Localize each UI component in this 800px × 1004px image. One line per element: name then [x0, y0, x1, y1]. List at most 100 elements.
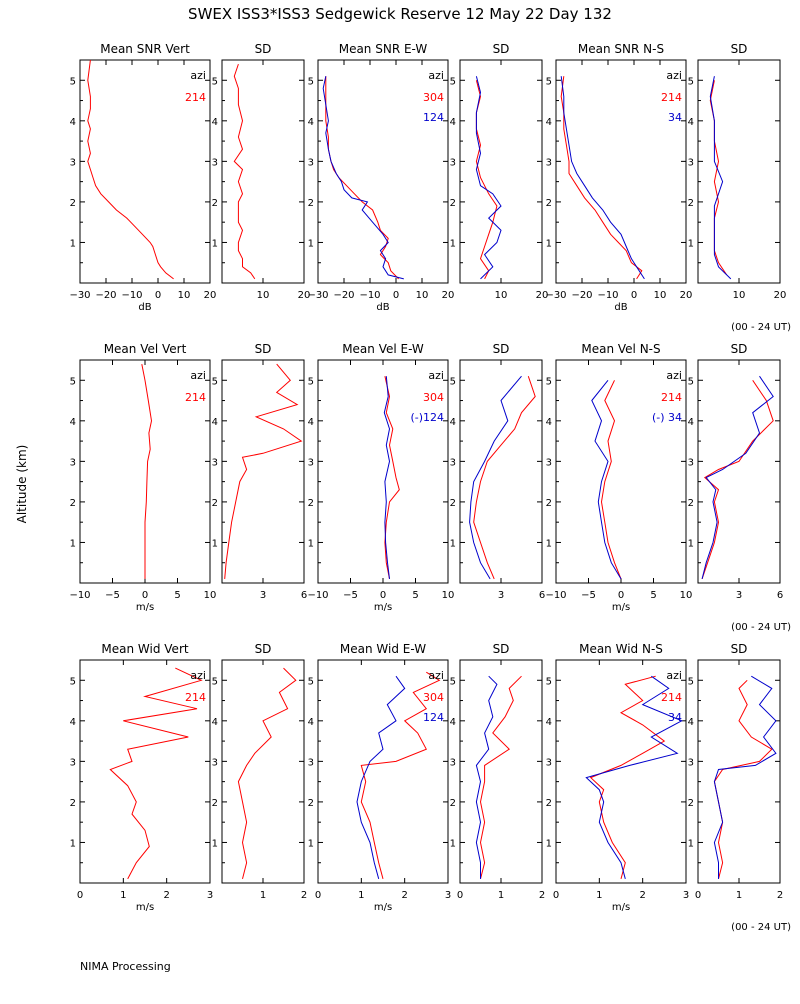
plot-frame	[459, 359, 543, 584]
y-tick-label: 1	[688, 838, 694, 849]
y-tick-label: 5	[70, 376, 76, 387]
plot-frame	[79, 59, 211, 284]
y-tick-label: 4	[70, 717, 76, 728]
legend-entry: 304	[423, 391, 444, 404]
y-tick-label: 2	[450, 498, 456, 509]
y-tick-label: 1	[212, 538, 218, 549]
y-tick-label: 4	[546, 117, 552, 128]
y-tick-label: 1	[212, 238, 218, 249]
x-tick-label: 2	[401, 890, 407, 901]
series-line-34	[560, 76, 645, 280]
series-line-214	[713, 679, 773, 880]
y-tick-label: 4	[450, 117, 456, 128]
panel-title: SD	[493, 342, 510, 356]
y-tick-label: 4	[308, 717, 314, 728]
y-tick-label: 1	[308, 838, 314, 849]
panel-wid-ew-sd: SD 1 2 3 4 5 0 1 2	[450, 642, 546, 901]
x-tick-label: 3	[736, 590, 742, 601]
panel-wid-ns-sd: SD 1 2 3 4 5 0 1 2	[688, 642, 784, 901]
panel-snr-ns-sd: SD 1 2 3 4 5 10 20	[688, 42, 787, 301]
panel-title: Mean Vel N-S	[581, 342, 660, 356]
y-tick-label: 3	[212, 757, 218, 768]
panel-title: Mean Vel E-W	[342, 342, 424, 356]
y-tick-label: 4	[450, 417, 456, 428]
x-tick-label: 10	[733, 290, 746, 301]
y-tick-label: 3	[450, 157, 456, 168]
panel-title: Mean SNR N-S	[578, 42, 664, 56]
y-tick-label: 4	[450, 717, 456, 728]
y-tick-label: 4	[308, 117, 314, 128]
series-line-304	[360, 671, 441, 880]
legend-entry: 214	[185, 691, 206, 704]
y-tick-label: 1	[212, 838, 218, 849]
y-tick-label: 5	[70, 76, 76, 87]
series-line-214	[141, 364, 153, 579]
y-tick-label: 4	[688, 417, 694, 428]
y-tick-label: 4	[70, 417, 76, 428]
y-tick-label: 1	[546, 838, 552, 849]
x-tick-label: −5	[105, 590, 120, 601]
y-tick-label: 5	[450, 376, 456, 387]
x-tick-label: 0	[142, 590, 148, 601]
x-tick-label: 0	[393, 290, 399, 301]
y-tick-label: 2	[212, 798, 218, 809]
y-tick-label: 5	[308, 376, 314, 387]
legend-title: azi	[428, 69, 444, 82]
x-tick-label: 6	[539, 590, 545, 601]
y-tick-label: 1	[70, 838, 76, 849]
panel-title: Mean Wid Vert	[101, 642, 188, 656]
panel-vel-ew: Mean Vel E-W 1 2 3 4 5 −10 −5 0 5 10 m/s azi 304 (-)12…	[307, 342, 454, 613]
y-tick-label: 3	[212, 457, 218, 468]
y-tick-label: 5	[70, 676, 76, 687]
panel-snr-ew: Mean SNR E-W 1 2 3 4 5 −30 −20 −10 0 10 20 dB azi 304 1…	[307, 42, 454, 313]
panel-title: SD	[493, 42, 510, 56]
ut-note-row-2: (00 - 24 UT)	[731, 622, 791, 633]
series-line-304	[479, 675, 522, 880]
x-tick-label: −10	[359, 290, 380, 301]
x-tick-label: 10	[416, 290, 429, 301]
y-tick-label: 1	[688, 538, 694, 549]
ut-note-row-3: (00 - 24 UT)	[731, 922, 791, 933]
x-tick-label: 1	[260, 890, 266, 901]
y-tick-label: 5	[308, 676, 314, 687]
legend-entry: 214	[185, 91, 206, 104]
series-line-124	[469, 375, 522, 580]
y-tick-label: 2	[546, 198, 552, 209]
y-tick-label: 1	[546, 538, 552, 549]
panel-snr-ew-sd: SD 1 2 3 4 5 10 20	[450, 42, 549, 301]
x-tick-label: 10	[178, 290, 191, 301]
x-tick-label: 5	[412, 590, 418, 601]
legend-entry: 214	[185, 391, 206, 404]
y-tick-label: 1	[546, 238, 552, 249]
y-tick-label: 5	[546, 76, 552, 87]
x-tick-label: −30	[69, 290, 90, 301]
y-tick-label: 2	[308, 198, 314, 209]
panel-title: SD	[255, 342, 272, 356]
x-tick-label: 20	[680, 290, 693, 301]
x-tick-label: 6	[777, 590, 783, 601]
x-tick-label: 10	[204, 590, 217, 601]
y-axis-label: Altitude (km)	[15, 445, 29, 524]
x-tick-label: 0	[155, 290, 161, 301]
y-tick-label: 3	[308, 157, 314, 168]
series-line-304	[325, 76, 399, 280]
y-tick-label: 1	[70, 238, 76, 249]
y-tick-label: 2	[546, 498, 552, 509]
series-line-214	[589, 675, 666, 880]
series-line-124	[475, 675, 498, 879]
x-tick-label: −20	[571, 290, 592, 301]
y-tick-label: 5	[450, 676, 456, 687]
x-tick-label: 2	[777, 890, 783, 901]
y-tick-label: 1	[70, 538, 76, 549]
x-axis-label: m/s	[136, 602, 154, 613]
y-tick-label: 3	[212, 157, 218, 168]
series-line-214	[109, 667, 203, 880]
panel-vel-ns-sd: SD 1 2 3 4 5 3 6	[688, 342, 784, 601]
legend-entry: 214	[661, 91, 682, 104]
y-tick-label: 5	[450, 76, 456, 87]
panel-title: SD	[255, 42, 272, 56]
series-line-124	[475, 76, 502, 280]
x-tick-label: −5	[343, 590, 358, 601]
y-tick-label: 3	[546, 757, 552, 768]
panel-snr-vert-sd: SD 1 2 3 4 5 10 20	[212, 42, 311, 301]
